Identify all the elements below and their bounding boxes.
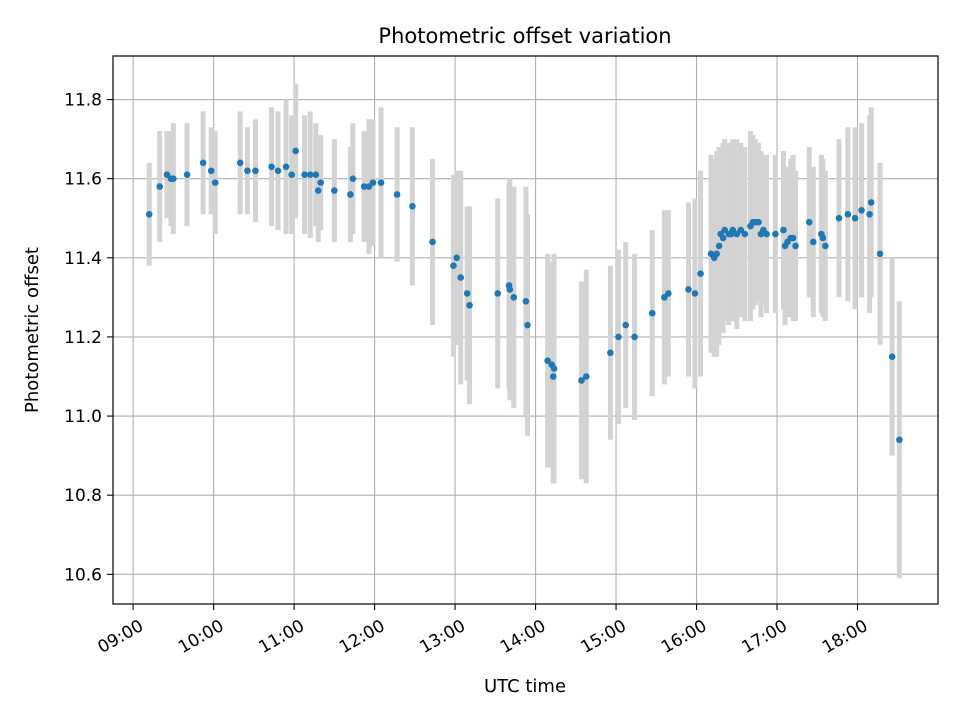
data-point [524, 321, 531, 329]
data-point [510, 294, 518, 301]
data-point [450, 262, 457, 270]
data-point [252, 167, 259, 175]
data-point [844, 210, 852, 218]
data-point [457, 274, 465, 281]
data-point [288, 171, 295, 179]
data-point [867, 199, 875, 206]
data-point [851, 214, 859, 222]
data-point [183, 171, 191, 179]
data-points [145, 147, 903, 444]
data-point [755, 218, 762, 226]
y-tick-label: 11.0 [64, 407, 102, 427]
data-point [697, 270, 704, 277]
data-point [409, 203, 416, 210]
y-tick-label: 11.4 [64, 249, 102, 269]
data-point [268, 163, 275, 171]
data-point [429, 238, 436, 246]
data-point [494, 290, 502, 297]
y-tick-label: 10.6 [64, 565, 102, 585]
data-point [780, 226, 787, 234]
data-point [866, 210, 873, 218]
data-point [896, 436, 903, 444]
data-point [721, 226, 729, 234]
data-point [665, 290, 672, 297]
data-point [463, 290, 471, 297]
data-point [156, 183, 163, 190]
data-point [876, 250, 884, 258]
data-point [835, 214, 843, 222]
data-point [393, 191, 401, 198]
data-point [792, 242, 799, 250]
data-point [763, 230, 770, 238]
data-point [236, 159, 244, 167]
data-point [737, 226, 745, 234]
data-point [691, 290, 699, 297]
data-point [306, 171, 314, 179]
y-tick-label: 11.2 [64, 328, 102, 348]
data-point [331, 187, 338, 194]
data-point [360, 183, 368, 190]
data-point [312, 171, 320, 179]
data-point [211, 179, 219, 186]
data-point [715, 242, 723, 250]
data-point [274, 167, 282, 175]
data-point [578, 377, 585, 384]
data-point [466, 301, 473, 309]
data-point [607, 349, 614, 357]
x-axis-label: UTC time [484, 676, 566, 697]
y-axis-ticks: 10.6 10.8 11.0 11.2 11.4 11.6 11.8 [64, 91, 113, 585]
data-point [648, 309, 656, 317]
data-point [819, 234, 827, 242]
data-point [719, 234, 727, 242]
data-point [615, 333, 622, 341]
data-point [292, 147, 300, 155]
data-point [822, 242, 829, 250]
data-point [549, 373, 557, 380]
y-axis-label: Photometric offset [22, 247, 43, 413]
data-point [244, 167, 251, 175]
data-point [888, 353, 896, 361]
data-point [713, 250, 720, 258]
data-point [741, 230, 749, 238]
data-point [789, 234, 797, 242]
data-point [809, 238, 817, 246]
data-point [733, 230, 741, 238]
data-point [199, 159, 207, 167]
data-point [661, 294, 668, 301]
data-point [301, 171, 308, 179]
data-point [145, 210, 153, 218]
y-tick-label: 11.6 [64, 170, 102, 190]
data-point [170, 175, 177, 182]
data-point [550, 365, 558, 372]
data-point [349, 175, 357, 182]
data-point [347, 191, 354, 198]
data-point [163, 171, 171, 179]
data-point [631, 333, 638, 341]
data-point [207, 167, 215, 175]
chart-title: Photometric offset variation [378, 24, 671, 48]
data-point [858, 207, 865, 214]
data-point [522, 298, 530, 305]
y-tick-label: 10.8 [64, 486, 102, 506]
data-point [453, 254, 460, 262]
data-point [772, 230, 779, 238]
data-point [369, 179, 377, 186]
data-point [506, 286, 514, 293]
data-point [582, 373, 590, 380]
y-tick-label: 11.8 [64, 91, 102, 111]
data-point [729, 226, 737, 234]
data-point [365, 183, 373, 190]
data-point [317, 179, 324, 186]
data-point [282, 163, 290, 171]
data-point [377, 179, 385, 186]
data-point [685, 286, 692, 293]
data-point [314, 187, 322, 194]
data-point [622, 321, 630, 329]
data-point [805, 218, 813, 226]
data-point [544, 357, 551, 364]
plot-frame [112, 55, 939, 605]
